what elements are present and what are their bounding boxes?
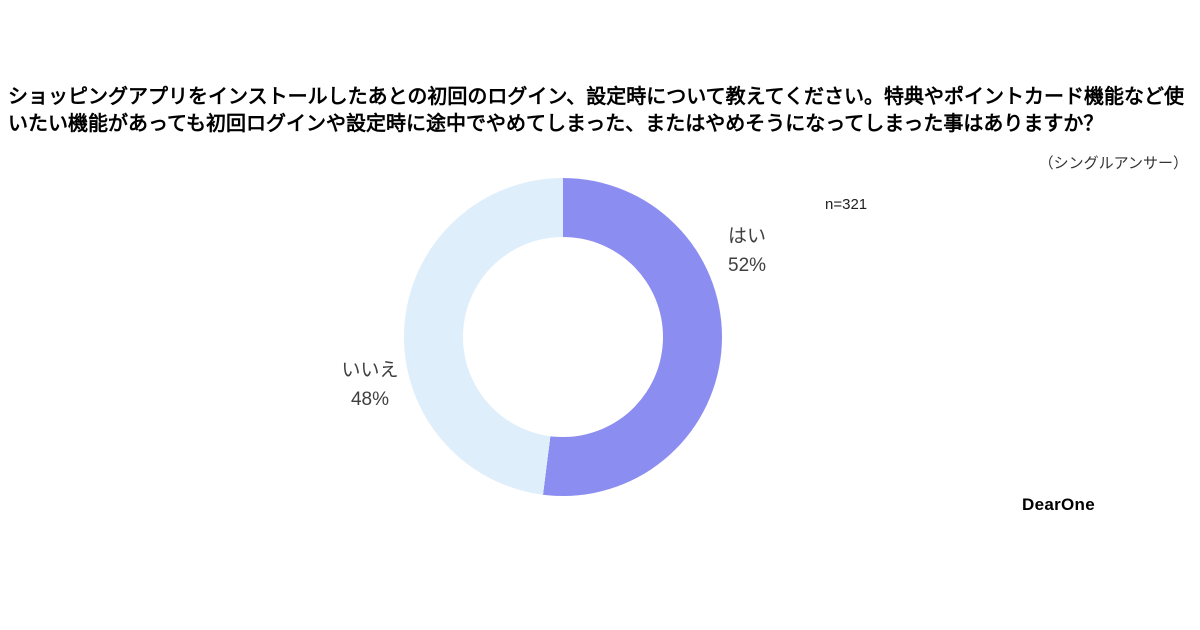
donut-hole	[463, 237, 663, 437]
chart-title: ショッピングアプリをインストールしたあとの初回のログイン、設定時について教えてく…	[8, 86, 1184, 135]
answer-type-note: （シングルアンサー）	[1038, 155, 1188, 172]
segment-label-yes: はい 52%	[728, 222, 766, 280]
dearone-logo-dear: Dear	[1022, 495, 1062, 514]
donut-chart	[404, 178, 722, 496]
dearone-logo-one: One	[1061, 495, 1095, 514]
segment-yes-percent: 52%	[728, 255, 767, 276]
segment-yes-category: はい	[728, 226, 767, 247]
segment-label-no: いいえ 48%	[322, 356, 418, 414]
segment-no-category: いいえ	[341, 360, 399, 381]
dearone-logo: DearOne	[1022, 495, 1095, 515]
segment-no-percent: 48%	[350, 389, 390, 410]
sample-size-label: n=321	[825, 196, 868, 213]
